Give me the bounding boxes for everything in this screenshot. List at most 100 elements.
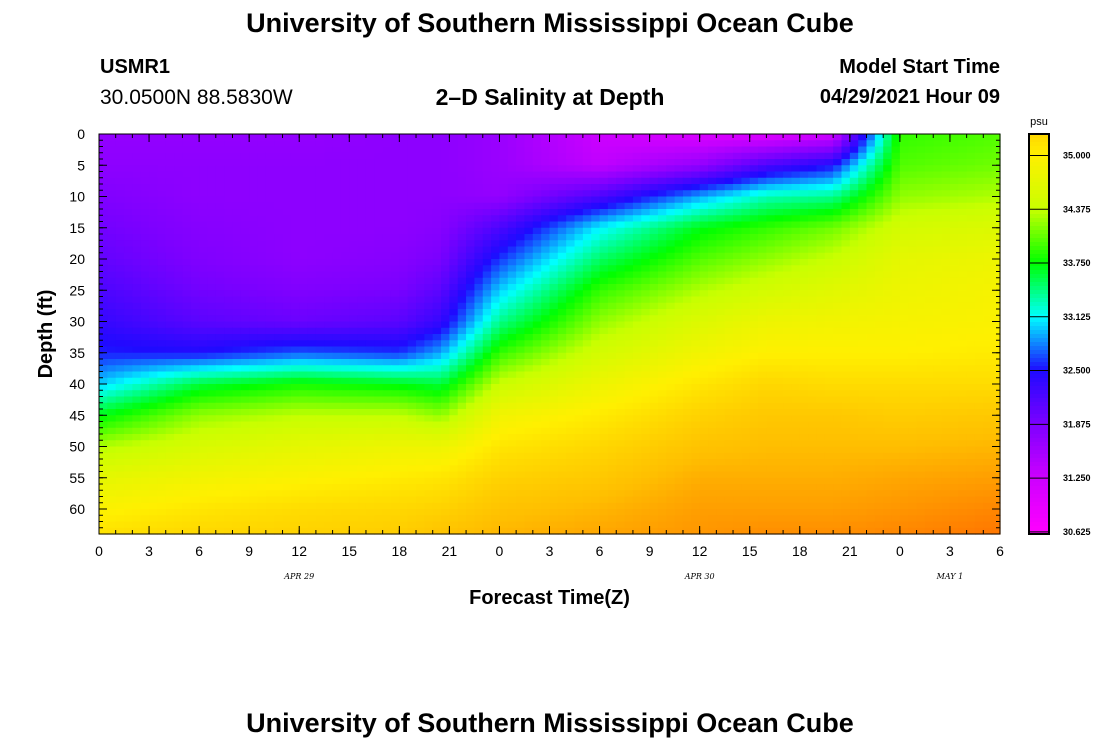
heatmap-cell	[991, 190, 1001, 198]
heatmap-cell	[457, 234, 467, 241]
heatmap-cell	[824, 190, 834, 198]
heatmap-cell	[958, 246, 968, 254]
heatmap-cell	[682, 377, 692, 385]
heatmap-cell	[966, 284, 976, 291]
heatmap-cell	[149, 152, 158, 160]
heatmap-cell	[274, 140, 284, 148]
heatmap-cell	[983, 140, 993, 148]
heatmap-cell	[99, 384, 108, 391]
heatmap-cell	[265, 234, 275, 241]
heatmap-cell	[399, 402, 409, 410]
heatmap-cell	[974, 134, 984, 141]
heatmap-cell	[257, 252, 267, 260]
heatmap-cell	[933, 302, 943, 310]
heatmap-cell	[190, 171, 200, 179]
heatmap-cell	[532, 334, 542, 341]
heatmap-cell	[99, 152, 108, 160]
heatmap-cell	[708, 415, 717, 423]
heatmap-cell	[566, 365, 576, 373]
heatmap-cell	[424, 134, 434, 141]
heatmap-cell	[466, 315, 476, 323]
heatmap-cell	[491, 221, 501, 229]
heatmap-cell	[607, 196, 617, 204]
heatmap-cell	[607, 202, 617, 210]
heatmap-cell	[833, 334, 843, 341]
heatmap-cell	[741, 359, 751, 366]
heatmap-cell	[783, 177, 793, 185]
heatmap-cell	[858, 415, 868, 423]
heatmap-cell	[524, 302, 534, 310]
heatmap-cell	[282, 359, 292, 366]
heatmap-cell	[107, 221, 117, 229]
heatmap-cell	[115, 396, 125, 404]
heatmap-cell	[174, 327, 184, 335]
heatmap-cell	[140, 402, 150, 410]
heatmap-cell	[866, 365, 876, 373]
heatmap-cell	[833, 290, 843, 298]
heatmap-cell	[541, 327, 551, 335]
heatmap-cell	[357, 384, 367, 391]
heatmap-cell	[557, 190, 567, 198]
heatmap-cell	[282, 384, 292, 391]
heatmap-cell	[466, 196, 476, 204]
heatmap-cell	[791, 265, 801, 273]
heatmap-cell	[115, 234, 125, 241]
heatmap-cell	[833, 171, 843, 179]
heatmap-cell	[365, 134, 375, 141]
heatmap-cell	[649, 384, 659, 391]
heatmap-cell	[591, 171, 601, 179]
heatmap-cell	[390, 409, 400, 416]
heatmap-cell	[874, 252, 884, 260]
heatmap-cell	[441, 159, 450, 166]
heatmap-cell	[107, 246, 117, 254]
heatmap-cell	[315, 409, 325, 416]
heatmap-cell	[499, 296, 509, 304]
heatmap-cell	[749, 246, 759, 254]
heatmap-cell	[124, 327, 133, 335]
heatmap-cell	[582, 152, 592, 160]
heatmap-cell	[124, 346, 133, 354]
heatmap-cell	[441, 309, 450, 316]
heatmap-cell	[632, 152, 642, 160]
heatmap-cell	[749, 277, 759, 285]
heatmap-cell	[841, 177, 851, 185]
heatmap-cell	[107, 209, 117, 216]
heatmap-cell	[591, 402, 601, 410]
heatmap-cell	[708, 284, 717, 291]
heatmap-cell	[983, 384, 993, 391]
heatmap-cell	[691, 334, 701, 341]
heatmap-cell	[390, 240, 400, 248]
heatmap-cell	[457, 365, 467, 373]
heatmap-cell	[432, 221, 442, 229]
heatmap-cell	[224, 277, 234, 285]
heatmap-cell	[149, 409, 158, 416]
heatmap-cell	[115, 309, 125, 316]
heatmap-cell	[499, 190, 509, 198]
heatmap-cell	[324, 215, 334, 223]
heatmap-cell	[641, 296, 651, 304]
heatmap-cell	[524, 215, 534, 223]
heatmap-cell	[399, 390, 409, 398]
heatmap-cell	[174, 421, 184, 429]
heatmap-cell	[491, 390, 501, 398]
heatmap-cell	[507, 171, 517, 179]
heatmap-cell	[390, 296, 400, 304]
heatmap-cell	[774, 246, 784, 254]
heatmap-cell	[933, 134, 943, 141]
heatmap-cell	[441, 215, 450, 223]
heatmap-cell	[808, 202, 818, 210]
heatmap-cell	[641, 409, 651, 416]
heatmap-cell	[132, 271, 142, 279]
heatmap-cell	[607, 284, 617, 291]
heatmap-cell	[424, 177, 434, 185]
heatmap-cell	[624, 246, 634, 254]
heatmap-cell	[632, 284, 642, 291]
heatmap-cell	[332, 390, 342, 398]
heatmap-cell	[566, 390, 576, 398]
heatmap-cell	[182, 396, 192, 404]
heatmap-cell	[232, 196, 242, 204]
heatmap-cell	[157, 271, 167, 279]
heatmap-cell	[365, 334, 375, 341]
heatmap-cell	[733, 277, 742, 285]
heatmap-cell	[324, 277, 334, 285]
